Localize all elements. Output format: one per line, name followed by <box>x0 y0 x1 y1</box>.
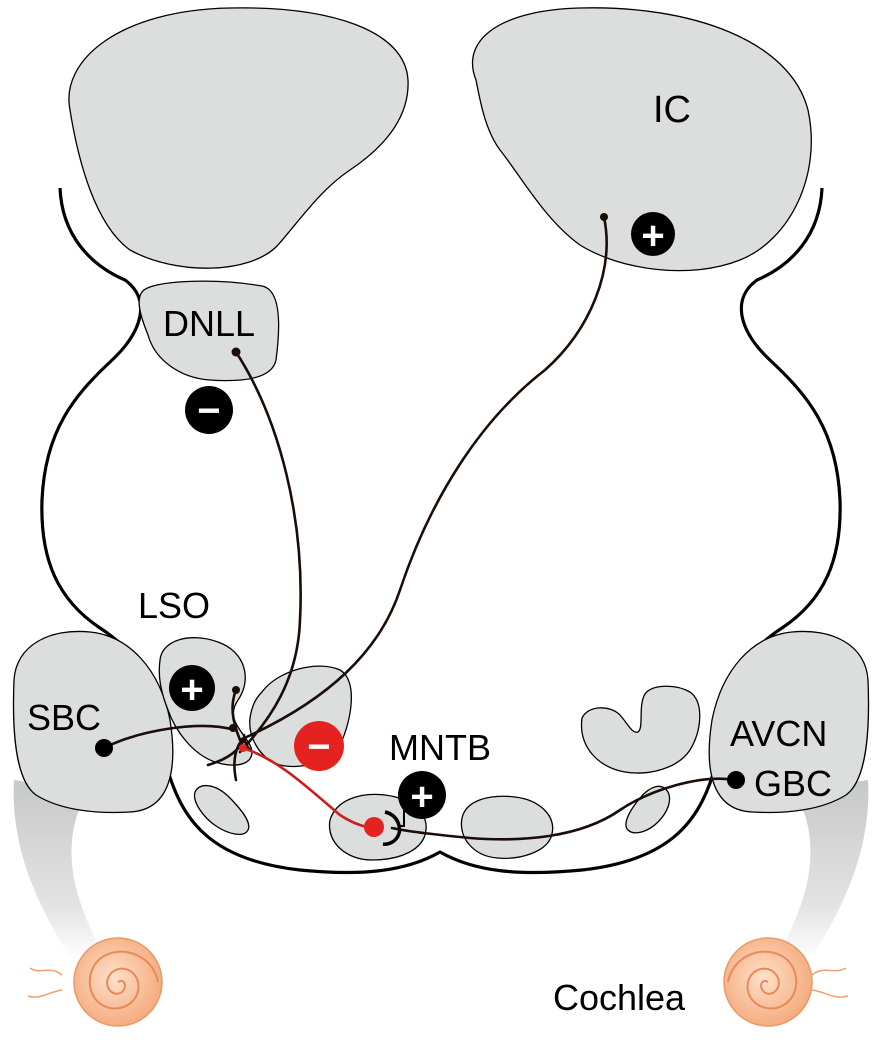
left-auditory-nerve <box>13 780 118 960</box>
right-periolivary-nucleus <box>580 685 701 774</box>
right-small-nucleus <box>625 785 671 834</box>
gbc-cell-body <box>727 771 745 789</box>
mntb-terminal <box>239 744 247 752</box>
right-cochlea-spiral <box>727 950 798 1010</box>
mntb-cell-body <box>364 817 384 837</box>
dnll-nucleus <box>138 280 280 382</box>
minus-icon <box>294 721 344 771</box>
right-cochlea-nerve-fibers <box>811 967 849 998</box>
lso-sign: + <box>180 668 203 712</box>
left-cochlea-spiral <box>88 950 159 1010</box>
mntb-excitatory-sign: + <box>410 775 433 819</box>
lso-cell-body <box>232 686 240 694</box>
sbc-axon <box>102 724 237 750</box>
right-auditory-nerve <box>764 780 869 960</box>
mntb-excitatory-badge: + <box>398 771 446 819</box>
sbc-label: SBC <box>27 697 101 738</box>
mntb-inhibitory-sign: − <box>307 725 330 769</box>
dnll-cell-body <box>231 347 241 357</box>
lso-excitatory-badge: + <box>169 665 215 712</box>
cochlea-label: Cochlea <box>553 977 686 1018</box>
ic-sign: + <box>641 214 664 258</box>
plus-icon <box>631 212 675 256</box>
ic-excitatory-badge: + <box>631 212 675 258</box>
ic-nucleus <box>471 7 812 272</box>
left-cochlea-nerve-fibers <box>27 967 63 998</box>
right-cochlea <box>723 937 849 1027</box>
sbc-cell-body <box>95 739 113 757</box>
mntb-label: MNTB <box>389 727 491 768</box>
gbc-label: GBC <box>754 763 832 804</box>
dnll-inhibitory-badge: − <box>185 386 233 434</box>
dnll-axon <box>234 350 302 754</box>
gbc-axon <box>390 777 738 841</box>
minus-icon <box>185 386 233 434</box>
plus-icon <box>169 665 215 711</box>
ic-terminal <box>600 213 608 221</box>
dnll-label: DNLL <box>163 303 255 344</box>
ic-label: IC <box>653 89 691 131</box>
calyx-of-held <box>382 810 402 846</box>
left-cochlear-nucleus <box>12 630 174 814</box>
avcn-label: AVCN <box>730 713 827 754</box>
right-mntb-nucleus <box>460 795 554 859</box>
ic-axon <box>238 215 608 742</box>
brainstem-outline <box>40 187 842 875</box>
mntb-inhibitory-badge: − <box>294 721 344 771</box>
lso-label: LSO <box>138 585 210 626</box>
lso-fibers <box>206 733 252 782</box>
left-cochlea <box>27 937 163 1027</box>
left-small-nucleus <box>193 785 250 836</box>
lso-terminal <box>229 724 237 732</box>
left-ic-nucleus <box>68 7 409 269</box>
dnll-sign: − <box>197 389 220 433</box>
plus-icon <box>398 771 446 819</box>
